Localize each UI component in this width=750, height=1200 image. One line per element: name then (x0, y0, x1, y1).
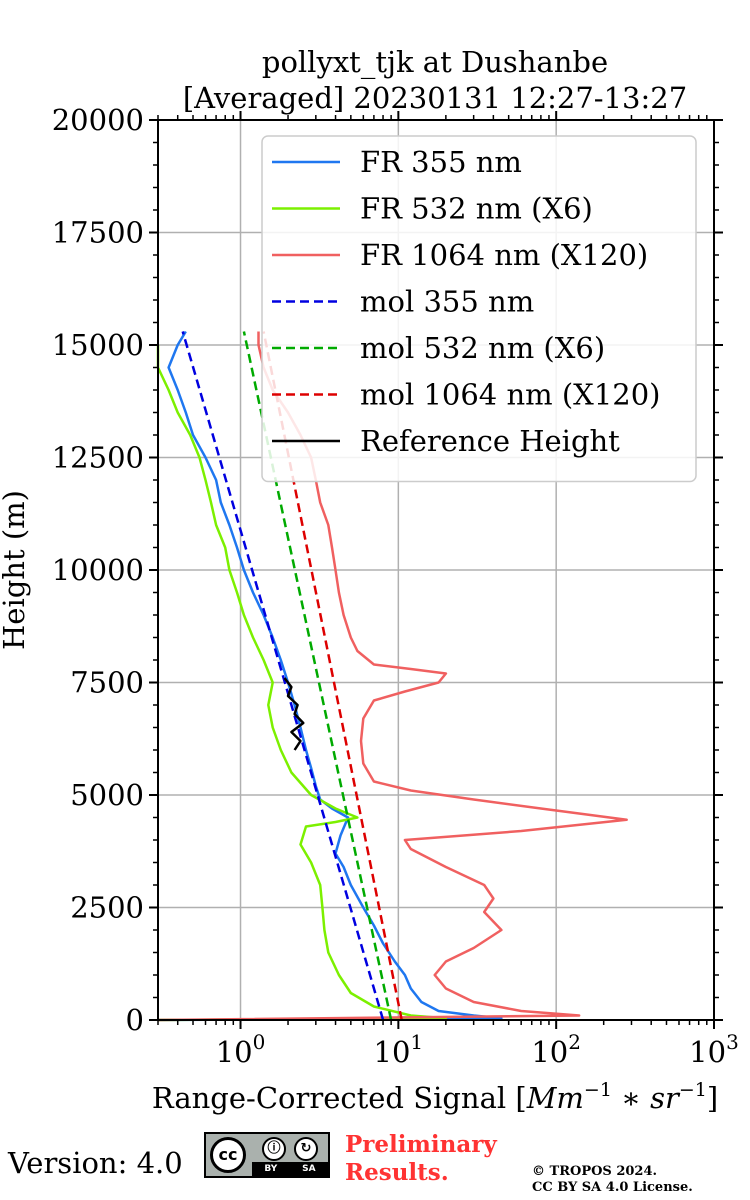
x-tick-label: 102 (531, 1030, 581, 1069)
series-line-1 (156, 345, 448, 1022)
x-tick-label: 100 (216, 1030, 266, 1069)
legend-label: FR 1064 nm (X120) (360, 238, 648, 272)
y-axis-label: Height (m) (0, 490, 31, 650)
legend-box (261, 135, 697, 483)
series-line-2 (157, 331, 628, 1022)
chart-title: pollyxt_tjk at Dushanbe (262, 45, 608, 80)
x-tick-label: 103 (689, 1030, 739, 1069)
preliminary-results-notice: Preliminary Results. (345, 1131, 497, 1186)
series-line-4 (242, 331, 393, 1021)
x-axis-label: Range-Corrected Signal [Mm−1 ∗ sr−1] (152, 1079, 718, 1115)
legend-label: FR 355 nm (360, 145, 522, 179)
legend-label: mol 532 nm (X6) (360, 331, 605, 365)
legend-label: mol 355 nm (360, 285, 534, 319)
legend-label: Reference Height (360, 424, 620, 458)
series-line-5 (262, 331, 403, 1021)
series-line-3 (181, 331, 385, 1021)
series-line-0 (157, 330, 503, 1022)
y-tick-label: 5000 (70, 778, 144, 812)
y-tick-label: 12500 (52, 441, 144, 475)
y-tick-label: 2500 (70, 891, 144, 925)
cc-by-sa-license-badge: cc ⓘ ↻ BY SA (204, 1132, 330, 1178)
axis-ticks: 0 2500 5000 7500 10000 12500 15000 17500 20000 10… (52, 103, 739, 1069)
chart-subtitle: [Averaged] 20230131 12:27-13:27 (183, 81, 687, 115)
chart-legend: FR 355 nm FR 532 nm (X6) FR 1064 nm (X120)… (261, 135, 697, 483)
y-tick-label: 17500 (52, 216, 144, 250)
legend-label: mol 1064 nm (X120) (360, 378, 661, 412)
data-series (156, 330, 628, 1022)
version-label: Version: 4.0 (8, 1146, 183, 1180)
y-tick-label: 7500 (70, 666, 144, 700)
y-tick-label: 20000 (52, 103, 144, 137)
x-tick-label: 101 (374, 1030, 424, 1069)
legend-label: FR 532 nm (X6) (360, 192, 593, 226)
share-alike-icon: ↻ (294, 1137, 318, 1161)
copyright-notice: © TROPOS 2024. CC BY SA 4.0 License. (532, 1164, 693, 1195)
license-strip: BY SA (252, 1162, 328, 1176)
rcs-profile-chart: 0 2500 5000 7500 10000 12500 15000 17500 20000 10… (0, 45, 739, 1115)
y-tick-label: 15000 (52, 328, 144, 362)
series-line-6 (283, 677, 305, 751)
y-tick-label: 10000 (52, 553, 144, 587)
y-tick-label: 0 (126, 1003, 144, 1037)
attribution-icon: ⓘ (262, 1137, 286, 1161)
cc-logo-icon: cc (210, 1137, 246, 1173)
